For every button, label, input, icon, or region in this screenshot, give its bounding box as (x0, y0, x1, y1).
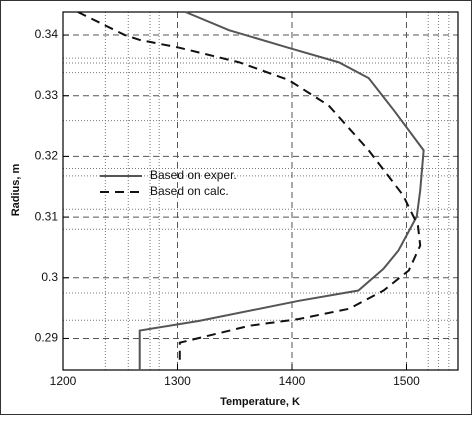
y-tick-label: 0.34 (35, 27, 59, 41)
data-line (138, 11, 425, 370)
y-tick-label: 0.29 (35, 331, 59, 345)
x-tick-label: 1400 (279, 374, 306, 388)
x-axis-title: Temperature, K (220, 396, 300, 408)
y-axis-title: Radius, m (10, 164, 22, 217)
x-tick-label: 1300 (164, 374, 191, 388)
y-tick-label: 0.32 (35, 149, 59, 163)
x-tick-label: 1200 (50, 374, 77, 388)
x-tick-label: 1500 (393, 374, 420, 388)
data-line (77, 11, 422, 361)
y-tick-label: 0.33 (35, 88, 59, 102)
y-tick-label: 0.3 (41, 270, 58, 284)
legend-label: Based on exper. (150, 168, 237, 182)
plot-frame (62, 11, 459, 371)
legend-label: Based on calc. (150, 184, 229, 198)
y-tick-label: 0.31 (35, 209, 59, 223)
